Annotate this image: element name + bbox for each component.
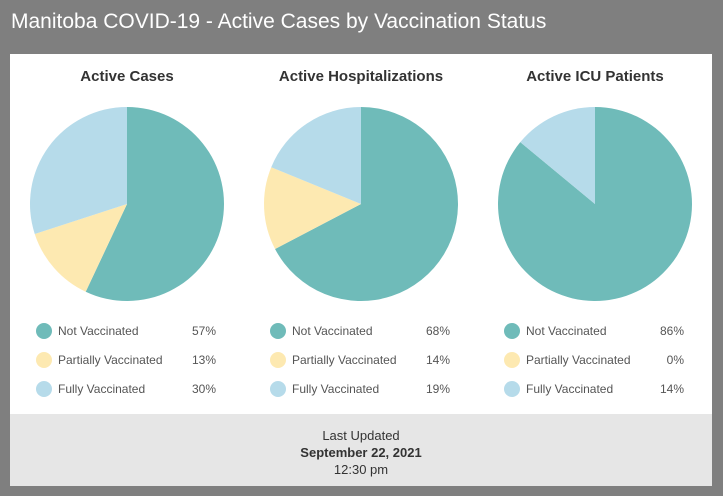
legend-swatch [36,352,52,368]
pie-chart-2: Active Hospitalizations Not Vaccinated 68%… [244,54,478,414]
chart-title: Active Hospitalizations [278,68,444,85]
last-updated-date: September 22, 2021 [300,445,422,460]
pie-slice-partially-vaccinated[interactable] [264,167,361,249]
legend-item-fully-vaccinated[interactable]: Fully Vaccinated 30% [36,379,216,399]
legend-label: Partially Vaccinated [292,353,397,367]
legend-value: 19% [425,382,450,396]
last-updated-time: 12:30 pm [333,462,389,477]
legend-swatch [270,352,286,368]
legend-value: 13% [191,353,216,367]
dashboard-panel: Active Cases Not Vaccinated 57% Partially V… [10,54,712,486]
pie-slice-not-vaccinated[interactable] [85,107,225,302]
pie-svg [264,106,458,301]
legend-value: 0% [666,353,684,367]
charts-area: Active Cases Not Vaccinated 57% Partially V… [10,54,712,414]
legend-swatch [36,323,52,339]
legend-label: Fully Vaccinated [526,382,614,396]
legend-label: Not Vaccinated [292,324,373,338]
legend-swatch [270,323,286,339]
legend-label: Partially Vaccinated [58,353,163,367]
legend-item-partially-vaccinated[interactable]: Partially Vaccinated 0% [504,350,684,370]
legend-item-fully-vaccinated[interactable]: Fully Vaccinated 19% [270,379,450,399]
legend-item-fully-vaccinated[interactable]: Fully Vaccinated 14% [504,379,684,399]
legend-item-not-vaccinated[interactable]: Not Vaccinated 57% [36,321,216,341]
pie-chart-1: Active Cases Not Vaccinated 57% Partially V… [10,54,244,414]
legend-item-not-vaccinated[interactable]: Not Vaccinated 68% [270,321,450,341]
legend-label: Not Vaccinated [526,324,607,338]
legend-value: 57% [191,324,216,338]
legend-label: Partially Vaccinated [526,353,631,367]
legend-item-not-vaccinated[interactable]: Not Vaccinated 86% [504,321,684,341]
last-updated-footer: Last Updated September 22, 2021 12:30 pm [10,414,712,486]
legend-swatch [504,352,520,368]
legend-item-partially-vaccinated[interactable]: Partially Vaccinated 13% [36,350,216,370]
legend-value: 86% [659,324,684,338]
legend-value: 30% [191,382,216,396]
pie-slice-not-vaccinated[interactable] [275,107,458,301]
legend-swatch [270,381,286,397]
page-title: Manitoba COVID-19 - Active Cases by Vacc… [0,0,723,44]
pie-slice-fully-vaccinated[interactable] [520,107,595,204]
legend-value: 68% [425,324,450,338]
pie-svg [498,107,692,301]
legend-swatch [36,381,52,397]
legend-item-partially-vaccinated[interactable]: Partially Vaccinated 14% [270,350,450,370]
legend-label: Not Vaccinated [58,324,139,338]
legend-swatch [504,323,520,339]
pie-slice-fully-vaccinated[interactable] [29,107,128,234]
pie-chart-3: Active ICU Patients Not Vaccinated 86% Part… [478,54,712,414]
legend-label: Fully Vaccinated [292,382,380,396]
legend-label: Fully Vaccinated [58,382,146,396]
pie-slice-partially-vaccinated[interactable] [34,204,127,292]
legend-value: 14% [425,353,450,367]
chart-title: Active Cases [80,68,174,85]
chart-title: Active ICU Patients [526,68,664,85]
last-updated-label: Last Updated [322,428,400,443]
pie-svg [29,107,225,302]
legend-swatch [504,381,520,397]
pie-slice-fully-vaccinated[interactable] [271,106,361,204]
legend-value: 14% [659,382,684,396]
